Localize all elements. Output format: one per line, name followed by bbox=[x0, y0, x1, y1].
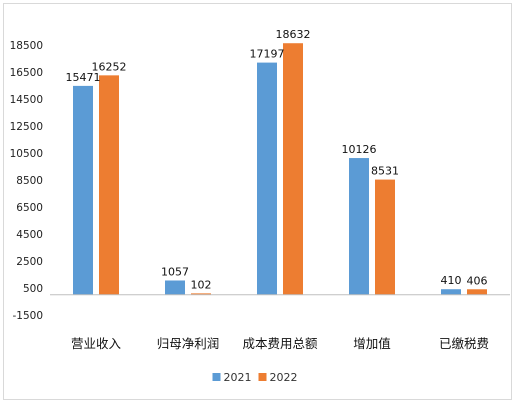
bar-2021-3 bbox=[349, 158, 369, 295]
data-label-2022-0: 16252 bbox=[92, 60, 127, 73]
bar-2021-2 bbox=[257, 62, 277, 295]
bar-2022-4 bbox=[467, 289, 487, 295]
data-label-2021-1: 1057 bbox=[161, 265, 189, 278]
y-tick-label: 500 bbox=[23, 283, 43, 295]
legend: 2021 2022 bbox=[212, 371, 298, 384]
data-label-2022-3: 8531 bbox=[371, 165, 399, 178]
bar-2021-4 bbox=[441, 289, 461, 295]
data-label-2021-0: 15471 bbox=[66, 71, 101, 84]
y-tick-label: 14500 bbox=[10, 94, 43, 106]
y-tick-label: 4500 bbox=[16, 229, 43, 241]
data-label-2021-2: 17197 bbox=[250, 48, 285, 61]
bar-2022-0 bbox=[99, 75, 119, 295]
legend-swatch-2021 bbox=[212, 373, 221, 381]
data-label-2021-3: 10126 bbox=[342, 143, 377, 156]
category-label-1: 归母净利润 bbox=[157, 336, 220, 351]
y-tick-label: 16500 bbox=[10, 67, 43, 79]
category-label-3: 增加值 bbox=[353, 336, 391, 351]
data-label-2021-4: 410 bbox=[441, 274, 462, 287]
y-tick-label: 12500 bbox=[10, 121, 43, 133]
y-tick-label: 8500 bbox=[16, 175, 43, 187]
data-label-2022-2: 18632 bbox=[276, 28, 311, 41]
category-label-4: 已缴税费 bbox=[439, 336, 489, 351]
data-label-2022-1: 102 bbox=[191, 278, 212, 291]
y-tick-label: 18500 bbox=[10, 40, 43, 52]
bar-2022-2 bbox=[283, 43, 303, 295]
y-tick-label: 2500 bbox=[16, 256, 43, 268]
y-tick-label: -1500 bbox=[12, 310, 43, 322]
legend-swatch-2022 bbox=[258, 373, 267, 381]
data-label-2022-4: 406 bbox=[467, 274, 488, 287]
category-label-0: 营业收入 bbox=[71, 336, 122, 351]
bars bbox=[73, 43, 487, 295]
bar-2021-0 bbox=[73, 85, 93, 295]
category-label-2: 成本费用总额 bbox=[242, 336, 318, 351]
y-tick-label: 10500 bbox=[10, 148, 43, 160]
bar-2021-1 bbox=[165, 280, 185, 295]
x-axis: 营业收入 归母净利润 成本费用总额 增加值 已缴税费 bbox=[50, 294, 510, 351]
bar-2022-1 bbox=[191, 293, 211, 295]
legend-label-2021: 2021 bbox=[224, 371, 252, 384]
legend-label-2022: 2022 bbox=[270, 371, 298, 384]
y-tick-label: 6500 bbox=[16, 202, 43, 214]
y-axis: -1500 500 2500 4500 6500 8500 10500 12500 14500 1… bbox=[10, 40, 43, 322]
bar-2022-3 bbox=[375, 179, 395, 295]
